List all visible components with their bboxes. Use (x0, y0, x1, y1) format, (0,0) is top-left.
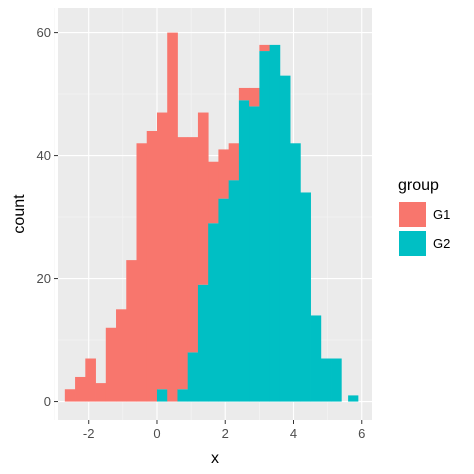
bar-g1 (136, 143, 148, 402)
bar-g1 (146, 130, 158, 402)
legend-items: G1 G2 (399, 202, 450, 256)
x-tick-label: 4 (290, 426, 297, 441)
bar-g1 (116, 309, 127, 402)
legend: group G1 G2 (398, 177, 450, 256)
bar-g2 (156, 389, 168, 402)
bar-g2 (249, 106, 260, 402)
bar-g2 (228, 180, 240, 402)
x-tick-label: 2 (222, 426, 229, 441)
legend-label-g2: G2 (433, 236, 450, 251)
x-tick-label: 6 (358, 426, 365, 441)
legend-title: group (398, 177, 439, 194)
bar-g2 (348, 395, 359, 402)
legend-label-g1: G1 (433, 207, 450, 222)
bar-g1 (218, 149, 230, 199)
bar-g1 (238, 87, 250, 101)
legend-key-g2 (399, 231, 426, 256)
legend-key-g1 (399, 202, 426, 227)
bar-g1 (197, 112, 209, 285)
bar-g2 (279, 75, 291, 402)
y-axis: 0 20 40 60 (37, 25, 58, 409)
bar-g1 (64, 389, 76, 402)
bar-g2 (331, 358, 342, 402)
bar-g1 (105, 327, 117, 402)
bar-g2 (197, 284, 209, 402)
bar-g1 (228, 143, 240, 181)
y-tick-label: 40 (37, 148, 51, 163)
bar-g1 (156, 112, 168, 390)
bar-g2 (300, 192, 311, 402)
y-tick-label: 60 (37, 25, 51, 40)
bar-g2 (187, 352, 199, 402)
bar-g1 (259, 44, 271, 52)
x-axis: -2 0 2 4 6 (83, 420, 365, 441)
y-tick-label: 0 (44, 394, 51, 409)
bar-g1 (208, 161, 219, 224)
y-axis-title: count (11, 194, 28, 234)
bar-g2 (290, 143, 301, 402)
bar-g1 (85, 358, 96, 402)
bar-g1 (95, 383, 107, 402)
bar-g2 (177, 389, 189, 402)
bar-g1 (187, 137, 199, 353)
bar-g2 (218, 198, 230, 402)
x-tick-label: 0 (153, 426, 160, 441)
bar-g1 (249, 87, 260, 107)
bar-g1 (177, 137, 189, 390)
x-axis-title: x (211, 450, 219, 467)
bar-g1 (75, 376, 86, 402)
histogram-bars (64, 32, 359, 402)
bar-g2 (320, 358, 332, 402)
bar-g2 (269, 44, 281, 402)
bar-g2 (238, 100, 250, 402)
x-tick-label: -2 (83, 426, 95, 441)
bar-g2 (310, 315, 322, 402)
bar-g2 (208, 223, 219, 402)
bar-g1 (167, 32, 178, 402)
bar-g1 (126, 260, 137, 402)
y-tick-label: 20 (37, 271, 51, 286)
bar-g2 (259, 51, 271, 402)
